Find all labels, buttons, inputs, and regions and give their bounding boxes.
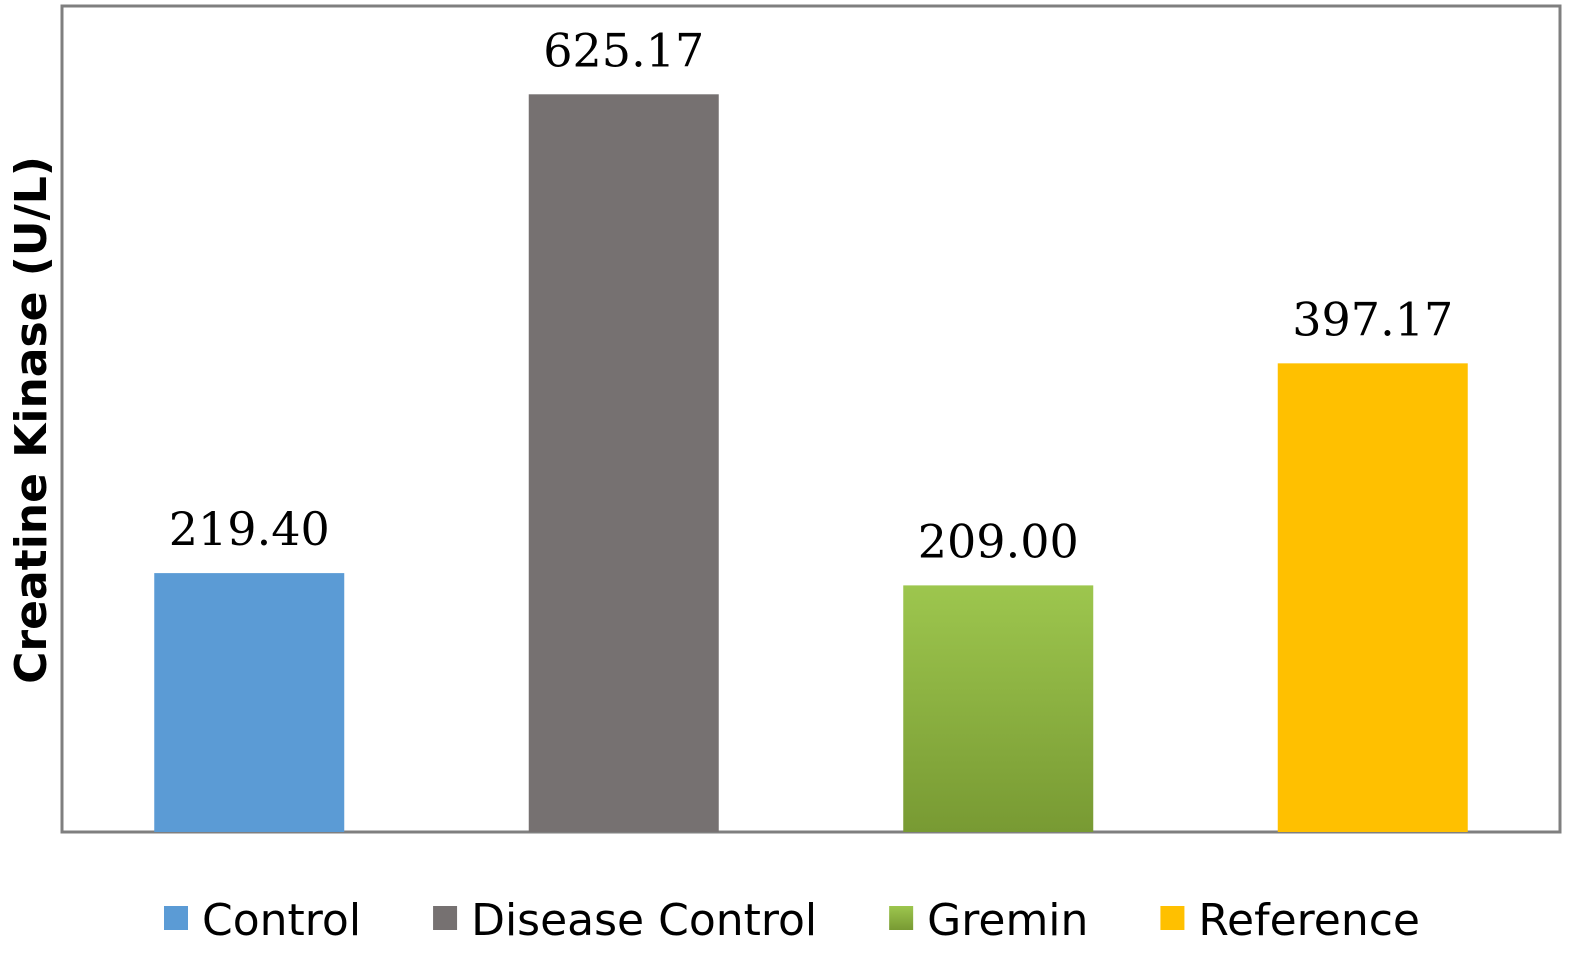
legend-swatch-control — [164, 906, 188, 930]
legend-swatch-disease-control — [433, 906, 458, 930]
bar-control — [154, 573, 345, 832]
legend-label-disease-control: Disease Control — [471, 895, 817, 946]
bar-gremin — [903, 585, 1094, 832]
legend-label-gremin: Gremin — [927, 895, 1088, 946]
value-labels-group: 219.40 625.17 209.00 397.17 — [169, 23, 1453, 568]
value-label-reference: 397.17 — [1292, 292, 1453, 346]
value-label-control: 219.40 — [169, 502, 330, 556]
legend: Control Disease Control Gremin Reference — [164, 895, 1420, 946]
value-label-gremin: 209.00 — [918, 514, 1079, 568]
bar-reference — [1277, 363, 1468, 832]
legend-swatch-gremin — [889, 906, 914, 930]
bars-group — [154, 94, 1468, 833]
value-label-disease-control: 625.17 — [543, 23, 704, 77]
legend-label-reference: Reference — [1198, 895, 1420, 946]
legend-swatch-reference — [1160, 906, 1185, 930]
bar-disease-control — [528, 94, 719, 833]
y-axis-title: Creatine Kinase (U/L) — [6, 156, 57, 684]
legend-label-control: Control — [202, 895, 361, 946]
